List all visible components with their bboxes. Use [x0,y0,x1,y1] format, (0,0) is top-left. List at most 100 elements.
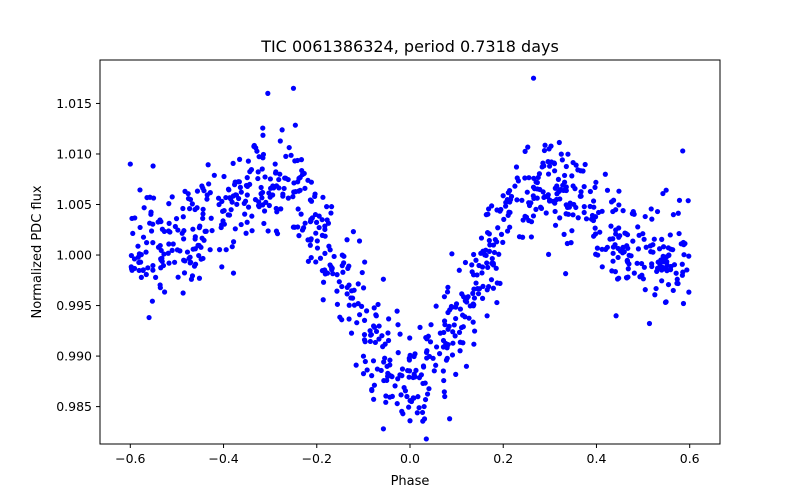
data-point [148,211,154,217]
data-point [367,328,373,334]
data-point [630,238,636,244]
data-point [441,389,447,395]
data-point [480,248,486,254]
data-point [153,274,159,280]
data-point [200,211,206,217]
data-point [531,186,538,192]
data-point [531,175,537,181]
data-point [565,211,571,217]
data-point [256,154,262,160]
data-point [158,256,164,262]
data-point [686,289,692,295]
data-point [135,243,141,249]
data-point [466,315,472,321]
data-point [563,202,569,208]
data-point [559,157,565,163]
x-tick-label: 0.6 [680,451,700,466]
data-point [610,208,616,215]
data-point [330,271,336,277]
data-point [530,213,537,219]
data-point [350,229,356,235]
data-point [373,328,380,335]
data-point [561,231,567,237]
data-point [659,236,665,242]
data-point [249,213,255,219]
data-point [320,194,326,200]
data-point [383,393,389,399]
data-point [497,208,503,214]
data-point [298,157,305,163]
data-point [157,285,163,291]
data-point [245,204,252,210]
data-point [492,236,498,243]
data-point [215,195,222,201]
data-point [376,336,382,342]
data-point [580,168,586,174]
data-point [200,206,206,212]
data-point [569,228,575,234]
data-point [161,251,167,257]
data-point [192,246,198,252]
data-point [141,205,147,211]
data-point [232,182,238,188]
data-point [205,162,211,168]
data-point [544,194,551,200]
data-point [206,181,212,187]
data-point [490,285,497,291]
data-point [479,295,486,301]
data-point [534,195,540,201]
data-point [166,241,172,247]
data-point [187,260,193,266]
data-point [292,122,298,128]
data-point [166,201,172,207]
data-point [447,416,453,422]
data-point [312,191,318,197]
data-point [132,215,138,221]
data-point [249,228,255,234]
data-point [555,176,562,182]
data-point [221,173,227,180]
data-point [490,242,497,248]
data-point [370,323,377,329]
data-point [181,270,188,276]
data-point [165,250,171,256]
data-point [651,236,657,242]
data-point [238,221,244,228]
data-point [308,237,314,243]
data-point [211,172,217,178]
data-point [290,194,296,200]
data-point [334,301,341,307]
data-point [522,175,528,181]
data-point [145,265,151,271]
data-point [229,244,235,250]
data-point [474,286,481,292]
data-point [670,287,676,294]
data-point [478,235,485,241]
data-point [660,244,667,250]
x-axis-ticks: −0.6 −0.4 −0.2 0.0 0.2 0.4 0.6 [115,444,700,466]
data-point [339,283,345,290]
data-point [685,198,691,204]
data-point [383,399,389,405]
data-point [220,208,226,214]
data-point [381,359,387,365]
data-point [422,380,428,386]
data-point [207,247,213,253]
data-point [436,351,443,357]
data-point [498,231,505,237]
data-point [276,176,282,183]
data-point [649,216,655,222]
data-point [431,368,437,374]
data-point [361,317,368,323]
data-point [233,192,240,198]
data-point [472,328,478,334]
data-point [283,175,289,181]
data-point [385,330,391,336]
data-point [143,271,149,278]
data-point [260,125,266,131]
data-point [187,254,193,260]
data-point [292,158,298,164]
data-point [557,196,563,202]
